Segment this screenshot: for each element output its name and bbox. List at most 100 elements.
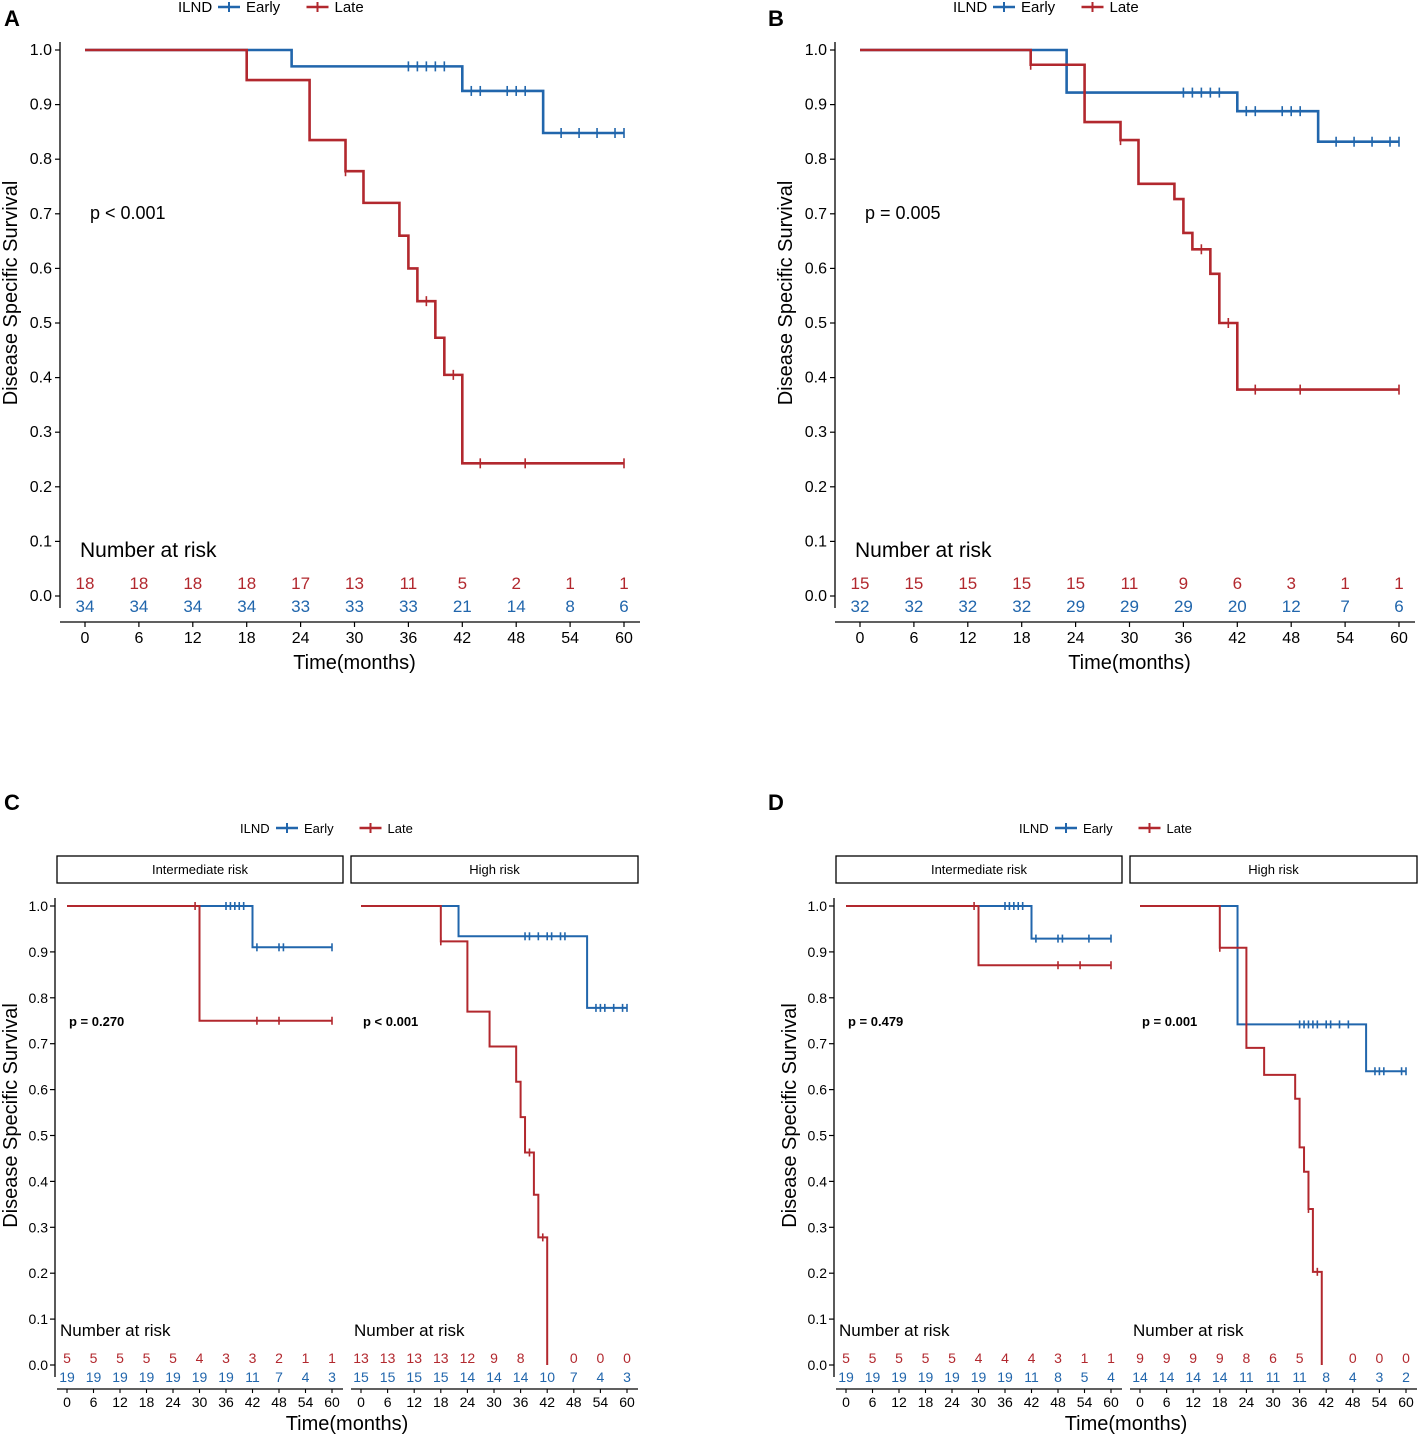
y-tick-label: 0.6 (805, 260, 827, 277)
facet-strip (1129, 855, 1418, 884)
y-tick-label: 0.4 (808, 1173, 828, 1189)
risk-late-value: 0 (597, 1350, 605, 1366)
x-tick-label: 36 (997, 1394, 1013, 1410)
panel-B: B 0.0 0.1 0.2 0.3 0.4 0.5 0.6 0.7 0.8 0.9 1.0 0 15 32 6… (768, 6, 1415, 674)
risk-early-value: 4 (597, 1369, 605, 1385)
risk-early-value: 32 (851, 597, 870, 616)
risk-early-value: 15 (353, 1369, 369, 1385)
risk-late-value: 1 (619, 574, 628, 593)
y-tick-label: 0.2 (29, 1265, 49, 1281)
y-tick-label: 0.4 (29, 1173, 49, 1189)
risk-early-value: 14 (1185, 1369, 1201, 1385)
x-tick-label: 0 (63, 1394, 71, 1410)
legend-label-late: Late (388, 821, 413, 836)
risk-late-value: 13 (433, 1350, 449, 1366)
risk-early-value: 19 (918, 1369, 934, 1385)
risk-early-value: 3 (328, 1369, 336, 1385)
y-tick-label: 0.6 (29, 1082, 49, 1098)
y-tick-label: 0.8 (808, 990, 828, 1006)
x-tick-label: 54 (1336, 630, 1354, 647)
risk-late-value: 0 (570, 1350, 578, 1366)
risk-late-value: 5 (143, 1350, 151, 1366)
risk-early-value: 19 (865, 1369, 881, 1385)
risk-early-value: 21 (453, 597, 472, 616)
risk-late-value: 13 (353, 1350, 369, 1366)
y-tick-label: 0.5 (30, 315, 52, 332)
risk-late-value: 1 (328, 1350, 336, 1366)
x-axis-title: Time(months) (1065, 1413, 1188, 1435)
x-tick-label: 42 (1024, 1394, 1040, 1410)
risk-early-value: 11 (1239, 1369, 1254, 1385)
legend-title: ILND (953, 0, 987, 16)
x-tick-label: 6 (90, 1394, 98, 1410)
y-tick-label: 0.2 (805, 479, 827, 496)
risk-early-value: 4 (1349, 1369, 1357, 1385)
x-tick-label: 0 (357, 1394, 365, 1410)
risk-early-value: 11 (1024, 1369, 1039, 1385)
risk-late-value: 9 (1179, 574, 1188, 593)
km-curve-late (1140, 905, 1323, 1365)
facet-high-risk: High risk0131561315121315181315241214309… (350, 855, 639, 1410)
p-value: p = 0.479 (848, 1014, 903, 1029)
p-value: p = 0.001 (1142, 1014, 1197, 1029)
risk-late-value: 4 (1001, 1350, 1009, 1366)
risk-early-value: 3 (623, 1369, 631, 1385)
km-curve-early (1140, 905, 1406, 1073)
y-axis-title: Disease Specific Survival (779, 1003, 801, 1228)
risk-early-value: 8 (565, 597, 574, 616)
risk-early-value: 3 (1376, 1369, 1384, 1385)
facet-strip (350, 855, 639, 884)
x-tick-label: 54 (593, 1394, 609, 1410)
risk-table-title: Number at risk (354, 1321, 465, 1340)
panel-label: C (4, 790, 20, 815)
risk-early-value: 29 (1174, 597, 1193, 616)
risk-table-title: Number at risk (839, 1321, 950, 1340)
risk-late-value: 9 (1136, 1350, 1144, 1366)
risk-late-value: 9 (1163, 1350, 1171, 1366)
risk-early-value: 34 (76, 597, 95, 616)
risk-late-value: 15 (1066, 574, 1085, 593)
legend-title: ILND (240, 821, 270, 836)
risk-early-value: 29 (1066, 597, 1085, 616)
km-curve-late (846, 905, 1111, 967)
x-tick-label: 24 (1239, 1394, 1255, 1410)
panel-A: A0.00.10.20.30.40.50.60.70.80.91.0018346… (0, 6, 640, 674)
y-tick-label: 0.6 (808, 1082, 828, 1098)
x-tick-label: 24 (460, 1394, 476, 1410)
p-value: p < 0.001 (363, 1014, 418, 1029)
risk-late-value: 5 (1296, 1350, 1304, 1366)
y-tick-label: 1.0 (29, 898, 49, 914)
x-tick-label: 12 (959, 630, 977, 647)
risk-early-value: 6 (1394, 597, 1403, 616)
risk-late-value: 9 (1216, 1350, 1224, 1366)
x-tick-label: 36 (400, 630, 418, 647)
y-tick-label: 0.9 (805, 97, 827, 114)
risk-late-value: 5 (63, 1350, 71, 1366)
x-tick-label: 0 (842, 1394, 850, 1410)
legend-title: ILND (178, 0, 212, 16)
facet-high-risk: High risk0914691412914189142481130611365… (1129, 855, 1418, 1410)
risk-early-value: 14 (1132, 1369, 1148, 1385)
risk-early-value: 7 (275, 1369, 283, 1385)
risk-late-value: 0 (1376, 1350, 1384, 1366)
risk-late-value: 3 (222, 1350, 230, 1366)
legend-label-early: Early (246, 0, 281, 16)
x-tick-label: 60 (1390, 630, 1408, 647)
km-curve-early (361, 905, 627, 1009)
x-tick-label: 30 (486, 1394, 502, 1410)
risk-early-value: 11 (1266, 1369, 1281, 1385)
x-tick-label: 6 (134, 630, 143, 647)
km-curve-late (85, 48, 624, 465)
risk-late-value: 5 (895, 1350, 903, 1366)
x-tick-label: 24 (1067, 630, 1085, 647)
legend: ILND Early Late (240, 821, 413, 836)
facet-strip-label: Intermediate risk (931, 862, 1028, 877)
risk-early-value: 15 (433, 1369, 449, 1385)
facet-strip-label: High risk (469, 862, 520, 877)
x-tick-label: 42 (245, 1394, 261, 1410)
risk-early-value: 15 (406, 1369, 422, 1385)
panel-C: C 0.0 0.1 0.2 0.3 0.4 0.5 0.6 0.7 0.8 0.9 1.0 Diseas… (0, 790, 639, 1435)
x-tick-label: 0 (1136, 1394, 1144, 1410)
legend-label-early: Early (304, 821, 334, 836)
risk-late-value: 5 (922, 1350, 930, 1366)
